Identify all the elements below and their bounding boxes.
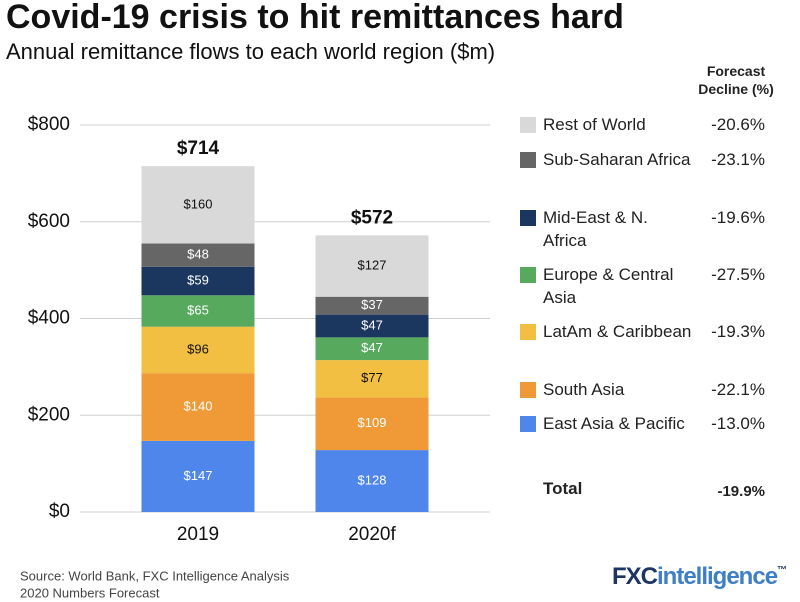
bar-segment [315, 360, 429, 398]
bar-segment [315, 314, 429, 338]
decline-value: -23.1% [711, 150, 765, 169]
x-tick-label: 2019 [177, 524, 219, 545]
bar-segment [141, 373, 255, 441]
value-label: $96 [187, 341, 209, 356]
bar-segment [141, 166, 255, 244]
decline-value: -27.5% [711, 265, 765, 284]
chart-subtitle: Annual remittance flows to each world re… [6, 39, 495, 64]
legend-label: Rest of World [543, 115, 646, 134]
decline-header: Forecast Decline (%) [698, 63, 774, 97]
legend-swatch [520, 416, 536, 432]
source: Source: World Bank, FXC Intelligence Ana… [20, 568, 290, 583]
legend-swatch [520, 382, 536, 398]
legend-label: LatAm & Caribbean [543, 322, 692, 341]
value-label: $47 [361, 340, 383, 355]
chart-title: Covid-19 crisis to hit remittances hard [6, 0, 624, 36]
value-label: $48 [187, 247, 209, 262]
value-label: $47 [361, 317, 383, 332]
logo-fxc: FXC [612, 563, 658, 590]
bar-segment [141, 266, 255, 296]
bar-segment [315, 296, 429, 315]
legend-label: Sub-Saharan Africa [543, 150, 691, 169]
value-label: $59 [187, 272, 209, 287]
bar-segment [141, 243, 255, 267]
total-decline: -19.9% [717, 483, 765, 500]
value-label: $140 [184, 398, 213, 413]
logo-tm: ™ [777, 565, 786, 576]
legend-label: Mid-East & N. Africa [543, 208, 648, 250]
logo: FXCintelligence™ [612, 563, 786, 590]
decline-value: -19.3% [711, 322, 765, 341]
value-label: $128 [358, 472, 387, 487]
value-label: $37 [361, 297, 383, 312]
legend-label: South Asia [543, 380, 625, 399]
bar-segment [315, 397, 429, 451]
value-label: $127 [358, 257, 387, 272]
y-tick-label: $0 [49, 501, 70, 522]
value-label: $65 [187, 302, 209, 317]
x-tick-label: 2020f [348, 524, 396, 545]
bar-segment [315, 235, 429, 297]
bar-segment [141, 326, 255, 374]
legend-swatch [520, 152, 536, 168]
value-label: $109 [358, 415, 387, 430]
legend-swatch [520, 267, 536, 283]
y-tick-label: $600 [28, 211, 70, 232]
total-row-label: Total [543, 479, 583, 498]
y-tick-label: $800 [28, 114, 70, 135]
bar-segment [141, 295, 255, 327]
total-label: $714 [177, 138, 220, 159]
legend-label: East Asia & Pacific [543, 414, 685, 433]
decline-value: -22.1% [711, 380, 765, 399]
decline-value: -13.0% [711, 414, 765, 433]
legend-label: Europe & Central Asia [543, 265, 674, 307]
value-label: $160 [184, 196, 213, 211]
legend-swatch [520, 210, 536, 226]
bar-segment [315, 337, 429, 361]
total-label: $572 [351, 207, 393, 228]
y-tick-label: $200 [28, 404, 70, 425]
y-tick-label: $400 [28, 308, 70, 329]
decline-value: -20.6% [711, 115, 765, 134]
legend-swatch [520, 117, 536, 133]
value-label: $147 [184, 468, 213, 483]
bar-segment [315, 450, 429, 512]
logo-intelligence: intelligence [657, 563, 778, 590]
source-note: 2020 Numbers Forecast [20, 585, 160, 600]
value-label: $77 [361, 370, 383, 385]
decline-value: -19.6% [711, 208, 765, 227]
legend-swatch [520, 324, 536, 340]
bar-segment [141, 440, 255, 512]
